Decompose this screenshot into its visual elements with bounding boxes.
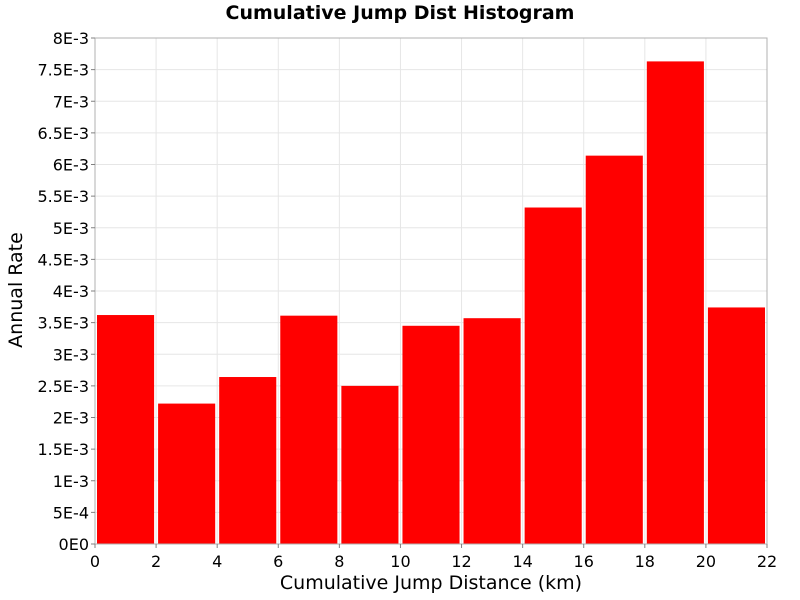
y-tick-label: 7E-3 — [53, 92, 89, 111]
histogram-bar — [97, 315, 155, 544]
y-axis-label: Annual Rate — [5, 232, 27, 348]
histogram-bar — [219, 377, 277, 544]
x-tick-label: 0 — [90, 552, 100, 571]
y-tick-label: 6.5E-3 — [37, 124, 89, 143]
x-tick-label: 16 — [574, 552, 594, 571]
x-tick-label: 2 — [151, 552, 161, 571]
x-tick-label: 12 — [451, 552, 471, 571]
histogram-bar — [585, 155, 643, 544]
y-tick-label: 8E-3 — [53, 29, 89, 48]
y-tick-label: 2E-3 — [53, 409, 89, 428]
y-tick-label: 3.5E-3 — [37, 314, 89, 333]
y-tick-label: 6E-3 — [53, 156, 89, 175]
x-tick-label: 4 — [212, 552, 222, 571]
x-tick-label: 6 — [273, 552, 283, 571]
histogram-bar — [158, 403, 216, 544]
y-tick-label: 0E0 — [59, 535, 89, 554]
x-tick-label: 14 — [512, 552, 532, 571]
histogram-bar — [524, 207, 582, 544]
histogram-bar — [402, 325, 460, 544]
x-tick-label: 10 — [390, 552, 410, 571]
histogram-bar — [280, 315, 338, 544]
y-tick-label: 4E-3 — [53, 282, 89, 301]
x-tick-label: 18 — [635, 552, 655, 571]
chart-title: Cumulative Jump Dist Histogram — [225, 2, 575, 24]
y-tick-label: 4.5E-3 — [37, 250, 89, 269]
y-tick-label: 7.5E-3 — [37, 61, 89, 80]
histogram-bar — [646, 61, 704, 545]
y-tick-label: 1.5E-3 — [37, 440, 89, 459]
histogram-bar — [341, 385, 399, 544]
x-axis-label: Cumulative Jump Distance (km) — [279, 572, 583, 594]
y-tick-label: 3E-3 — [53, 345, 89, 364]
x-tick-label: 8 — [334, 552, 344, 571]
x-tick-label: 22 — [757, 552, 777, 571]
x-tick-label: 20 — [696, 552, 716, 571]
y-tick-label: 1E-3 — [53, 472, 89, 491]
y-tick-label: 5E-4 — [53, 503, 89, 522]
histogram-bar — [463, 318, 521, 544]
histogram-bar — [707, 307, 765, 544]
y-tick-label: 2.5E-3 — [37, 377, 89, 396]
y-tick-label: 5E-3 — [53, 219, 89, 238]
y-tick-label: 5.5E-3 — [37, 187, 89, 206]
